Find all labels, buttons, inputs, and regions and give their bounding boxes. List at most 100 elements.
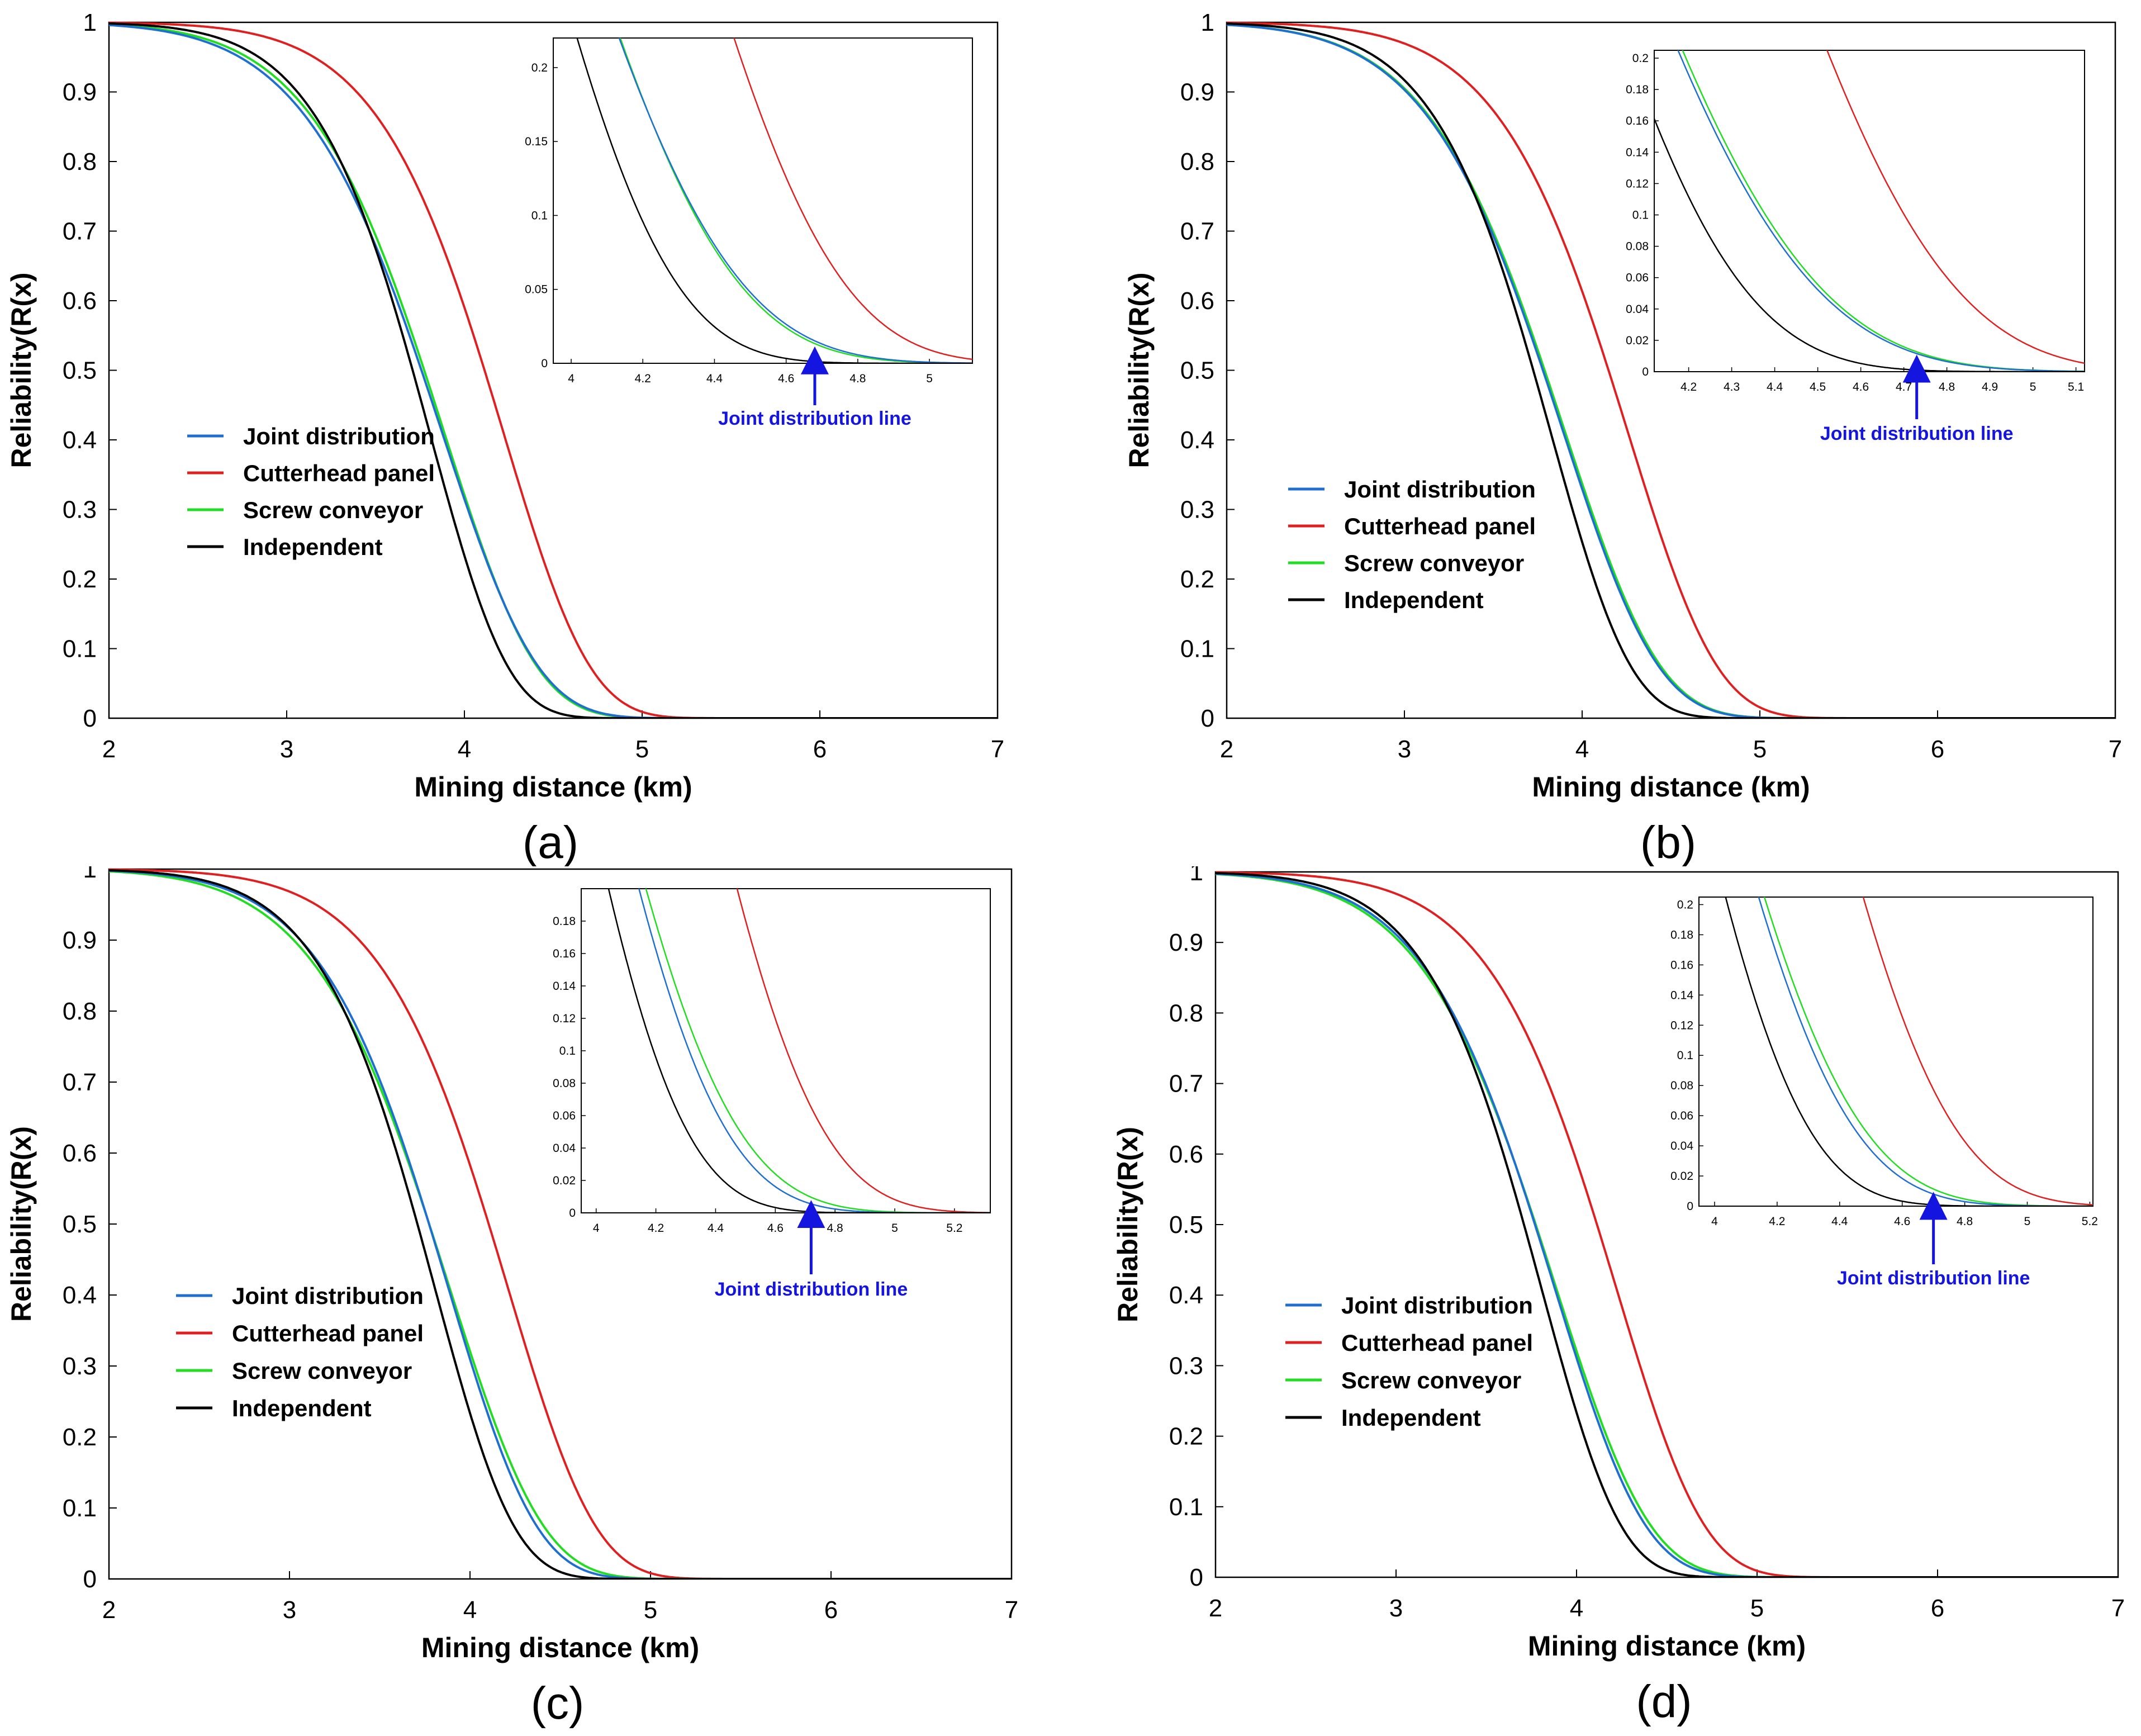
inset-x-tick-label: 4.7 (1896, 381, 1912, 393)
inset-y-tick-label: 0 (1642, 366, 1649, 378)
y-tick-label: 0.3 (1180, 496, 1214, 524)
series-line-joint (109, 23, 998, 718)
x-tick-label: 5 (1753, 736, 1767, 763)
inset-y-tick-label: 0.18 (553, 915, 576, 928)
inset-series-line-screw (619, 38, 972, 363)
inset-y-tick-label: 0.1 (1677, 1049, 1693, 1062)
inset-x-tick-label: 4.8 (849, 372, 866, 385)
inset-y-tick-label: 0.14 (553, 980, 576, 993)
y-tick-label: 0.8 (63, 148, 97, 176)
y-tick-label: 0.1 (1180, 635, 1214, 663)
x-tick-label: 2 (102, 1596, 116, 1624)
legend-entry: Independent (232, 1395, 372, 1421)
panel-d: 2 3 4 5 6 7 0 0.1 0.2 0.3 0.4 0.5 0.6 0.7 0.8 0.9 1 Minin… (1070, 858, 2141, 1733)
series-line-independent (1227, 22, 2115, 718)
inset-y-tick-label: 0.18 (1626, 83, 1649, 96)
annotation-label: Joint distribution line (715, 1279, 908, 1300)
annotation-label: Joint distribution line (1837, 1268, 2030, 1289)
y-tick-label: 0.4 (63, 1282, 97, 1309)
x-tick-label: 6 (1931, 1595, 1944, 1622)
inset-x-tick-label: 5.1 (2068, 381, 2084, 393)
legend-entry: Screw conveyor (1344, 550, 1524, 576)
inset-series-line-independent (1654, 117, 2085, 372)
x-tick-label: 7 (2111, 1595, 2125, 1622)
y-tick-label: 0.8 (1169, 999, 1203, 1027)
y-tick-label: 0 (83, 705, 97, 732)
inset-x-tick-label: 4.4 (1767, 381, 1783, 393)
y-tick-label: 0.7 (63, 1069, 97, 1096)
inset-x-tick-label: 5 (891, 1222, 898, 1235)
y-tick-label: 0 (1201, 705, 1214, 732)
annotation-label: Joint distribution line (1820, 423, 2014, 444)
x-tick-label: 3 (280, 736, 293, 763)
y-tick-label: 0.7 (63, 218, 97, 245)
panel-label: (d) (1636, 1676, 1692, 1727)
x-tick-label: 5 (1750, 1595, 1764, 1622)
inset-y-tick-label: 0.02 (1670, 1170, 1693, 1183)
inset-y-tick-label: 0.16 (1670, 959, 1693, 971)
inset-y-tick-label: 0.08 (1626, 240, 1649, 253)
inset-x-tick-label: 4.2 (635, 372, 651, 385)
inset-y-tick-label: 0.04 (1626, 303, 1649, 316)
inset-series-line-cutterhead (736, 889, 990, 1213)
y-tick-label: 0.2 (1169, 1423, 1203, 1450)
inset-y-tick-label: 0.2 (1632, 52, 1649, 65)
inset-y-tick-label: 0.16 (553, 947, 576, 960)
legend-entry: Joint distribution (1344, 476, 1536, 502)
reliability-chart-d: 2 3 4 5 6 7 0 0.1 0.2 0.3 0.4 0.5 0.6 0.7 0.8 0.9 1 Minin… (1112, 858, 2125, 1727)
y-tick-label: 0.7 (1180, 218, 1214, 245)
inset-series-line-joint (1677, 50, 2085, 372)
inset-x-tick-label: 4.8 (1939, 381, 1955, 393)
x-tick-label: 4 (1570, 1595, 1583, 1622)
y-tick-label: 1 (83, 866, 97, 883)
x-tick-label: 6 (813, 736, 827, 763)
x-tick-label: 5 (635, 736, 649, 763)
inset-y-tick-label: 0 (569, 1207, 576, 1220)
inset-frame (581, 888, 991, 1213)
inset-y-tick-label: 0.04 (1670, 1140, 1693, 1152)
series-line-screw (109, 23, 998, 718)
x-tick-label: 4 (458, 736, 471, 763)
series-line-independent (1216, 872, 2118, 1577)
series-line-screw (1216, 873, 2118, 1577)
panel-label: (a) (523, 817, 578, 866)
series-line-joint (109, 869, 1012, 1579)
x-tick-label: 2 (1209, 1595, 1222, 1622)
inset-y-tick-label: 0.2 (1677, 898, 1693, 911)
reliability-chart-b: 2 3 4 5 6 7 0 0.1 0.2 0.3 0.4 0.5 0.6 0.7 0.8 0.9 1 Minin… (1123, 9, 2122, 868)
x-axis-label: Mining distance (km) (421, 1632, 699, 1663)
inset-x-tick-label: 4.4 (1831, 1215, 1848, 1228)
inset-y-tick-label: 0.14 (1670, 989, 1693, 1002)
legend-entry: Joint distribution (232, 1283, 424, 1309)
inset-x-tick-label: 5 (2024, 1215, 2031, 1228)
reliability-chart-c: 2 3 4 5 6 7 0 0.1 0.2 0.3 0.4 0.5 0.6 0.7 0.8 0.9 1 Minin… (6, 856, 1018, 1729)
series-line-cutterhead (1216, 871, 2118, 1577)
inset-x-tick-label: 5 (2030, 381, 2036, 393)
inset-x-tick-label: 4.4 (708, 1222, 724, 1235)
inset-x-tick-label: 4.3 (1724, 381, 1740, 393)
inset-y-tick-label: 0.08 (553, 1077, 576, 1090)
legend-entry: Screw conveyor (243, 497, 423, 523)
y-tick-label: 0.5 (63, 357, 97, 385)
legend-entry: Cutterhead panel (243, 460, 435, 486)
inset-y-tick-label: 0.04 (553, 1142, 576, 1155)
inset-x-tick-label: 4.9 (1982, 381, 1998, 393)
annotation-label: Joint distribution line (718, 408, 912, 429)
inset-y-tick-label: 0.1 (1632, 209, 1649, 222)
y-tick-label: 0 (83, 1566, 97, 1593)
x-tick-label: 7 (1005, 1596, 1018, 1624)
panel-label: (c) (531, 1678, 585, 1729)
y-tick-label: 1 (1190, 866, 1203, 886)
y-tick-label: 0.4 (1169, 1282, 1203, 1309)
inset-x-tick-label: 5.2 (2082, 1215, 2098, 1228)
y-tick-label: 0.9 (63, 79, 97, 106)
inset-y-tick-label: 0.08 (1670, 1079, 1693, 1092)
x-tick-label: 7 (2109, 736, 2122, 763)
y-tick-label: 0.1 (1169, 1493, 1203, 1521)
legend-entry: Independent (1341, 1405, 1481, 1431)
y-tick-label: 0.2 (1180, 566, 1214, 593)
y-tick-label: 0.3 (1169, 1352, 1203, 1379)
inset-x-tick-label: 5 (926, 372, 933, 385)
legend-entry: Screw conveyor (1341, 1367, 1521, 1393)
y-tick-label: 0 (1190, 1564, 1203, 1591)
